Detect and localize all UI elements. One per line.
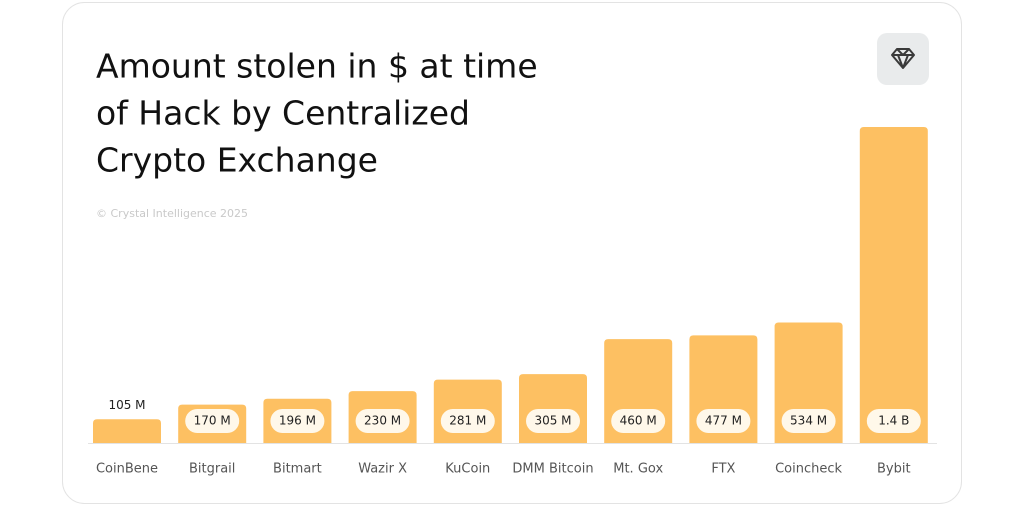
x-tick-label: Wazir X (358, 462, 407, 477)
logo-button (877, 33, 929, 85)
value-label: 230 M (364, 414, 401, 428)
value-label-pill (866, 409, 921, 433)
x-tick-label: CoinBene (96, 462, 158, 477)
value-label: 105 M (108, 398, 145, 412)
chart-title: of Hack by Centralized (96, 94, 470, 133)
value-label: 305 M (534, 414, 571, 428)
value-label: 460 M (620, 414, 657, 428)
chart-subtitle: © Crystal Intelligence 2025 (96, 207, 248, 220)
value-label: 281 M (449, 414, 486, 428)
x-tick-label: Coincheck (775, 462, 842, 477)
value-label: 170 M (194, 414, 231, 428)
value-label-pill (611, 409, 666, 433)
value-label-pill (440, 409, 495, 433)
value-label-pill (270, 409, 325, 433)
x-tick-label: KuCoin (445, 462, 490, 477)
x-tick-label: Bitmart (273, 462, 322, 477)
value-label-pill (355, 409, 410, 433)
x-tick-label: FTX (711, 462, 735, 477)
x-tick-label: Bybit (877, 462, 911, 477)
value-label-pill (781, 409, 836, 433)
value-label: 477 M (705, 414, 742, 428)
bar (859, 127, 928, 443)
value-label: 534 M (790, 414, 827, 428)
value-label-pill (185, 409, 240, 433)
x-tick-label: Mt. Gox (613, 462, 663, 477)
value-label: 196 M (279, 414, 316, 428)
x-tick-label: Bitgrail (189, 462, 235, 477)
chart-title: Crypto Exchange (96, 141, 378, 180)
value-label-pill (696, 409, 751, 433)
chart-title: Amount stolen in $ at time (96, 47, 538, 86)
x-tick-label: DMM Bitcoin (512, 462, 593, 477)
value-label: 1.4 B (878, 414, 909, 428)
value-label-pill (526, 409, 580, 433)
bar (93, 419, 161, 443)
